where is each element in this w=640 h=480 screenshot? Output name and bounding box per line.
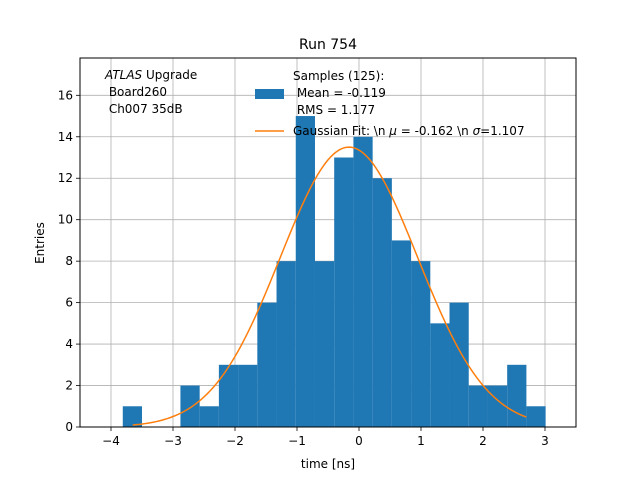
annotation-upgrade: Upgrade	[142, 68, 197, 82]
x-tick-label: −1	[288, 434, 306, 448]
histogram-bars	[122, 116, 546, 428]
atlas-annotation: ATLAS Upgrade Board260 Ch007 35dB	[104, 68, 197, 116]
histogram-bar	[314, 261, 335, 427]
histogram-bar	[391, 240, 412, 427]
y-tick-label: 0	[65, 420, 73, 434]
annotation-line-3: Ch007 35dB	[105, 102, 183, 116]
legend-fit-prefix: Gaussian Fit: \n	[293, 124, 389, 138]
histogram-bar	[238, 364, 258, 427]
histogram-bar	[276, 261, 296, 427]
histogram-bar	[411, 261, 431, 427]
x-tick-label: −3	[164, 434, 182, 448]
chart-title: Run 754	[299, 37, 357, 53]
annotation-atlas: ATLAS	[104, 68, 143, 82]
y-tick-label: 12	[58, 171, 73, 185]
y-tick-label: 8	[65, 254, 73, 268]
y-tick-label: 2	[65, 379, 73, 393]
gaussian-fit-line	[132, 146, 527, 426]
legend-fit-mu-symbol: μ	[388, 124, 397, 138]
annotation-line-2: Board260	[105, 85, 167, 99]
x-tick-label: −4	[102, 434, 120, 448]
histogram-bar	[257, 302, 277, 427]
x-tick-label: −2	[226, 434, 244, 448]
histogram-bar	[199, 406, 219, 427]
y-tick-label: 10	[58, 213, 73, 227]
y-tick-label: 6	[65, 296, 73, 310]
x-tick-label: 1	[417, 434, 425, 448]
y-tick-label: 14	[58, 130, 73, 144]
legend-histogram-swatch	[255, 89, 284, 99]
histogram-bar	[295, 116, 315, 427]
annotation-line-1: ATLAS Upgrade	[104, 68, 197, 82]
histogram-bar	[180, 385, 200, 427]
histogram-bar	[122, 406, 142, 427]
legend: Samples (125): Mean = -0.119 RMS = 1.177…	[255, 69, 525, 138]
histogram-bar	[334, 157, 354, 427]
legend-fit-sigma-value: =1.107	[480, 124, 524, 138]
y-tick-label: 16	[58, 88, 73, 102]
legend-histogram-line-2: Mean = -0.119	[293, 86, 386, 100]
legend-fit-sigma-symbol: σ	[473, 124, 481, 138]
legend-fit-label: Gaussian Fit: \n μ = -0.162 \n σ=1.107	[293, 124, 525, 138]
y-axis-ticks: 0 2 4 6 8 10 12 14 16	[58, 88, 80, 434]
histogram-bar	[507, 364, 527, 427]
x-tick-label: 2	[479, 434, 487, 448]
histogram-bar	[353, 136, 373, 428]
x-tick-label: 3	[541, 434, 549, 448]
y-tick-label: 4	[65, 337, 73, 351]
y-axis-label: Entries	[33, 222, 47, 264]
legend-histogram-line-1: Samples (125):	[293, 69, 384, 83]
histogram-bar	[372, 178, 392, 427]
x-axis-label: time [ns]	[301, 457, 355, 471]
legend-fit-mu-value: = -0.162 \n	[397, 124, 473, 138]
histogram-bar	[526, 406, 546, 427]
histogram-bar	[449, 302, 469, 427]
legend-histogram-line-3: RMS = 1.177	[293, 103, 375, 117]
plot-frame	[79, 57, 577, 428]
histogram-bar	[468, 385, 488, 427]
histogram-bar	[430, 323, 450, 427]
histogram-bar	[218, 364, 239, 427]
x-axis-ticks: −4 −3 −2 −1 0 1 2 3	[102, 427, 549, 448]
x-tick-label: 0	[355, 434, 363, 448]
